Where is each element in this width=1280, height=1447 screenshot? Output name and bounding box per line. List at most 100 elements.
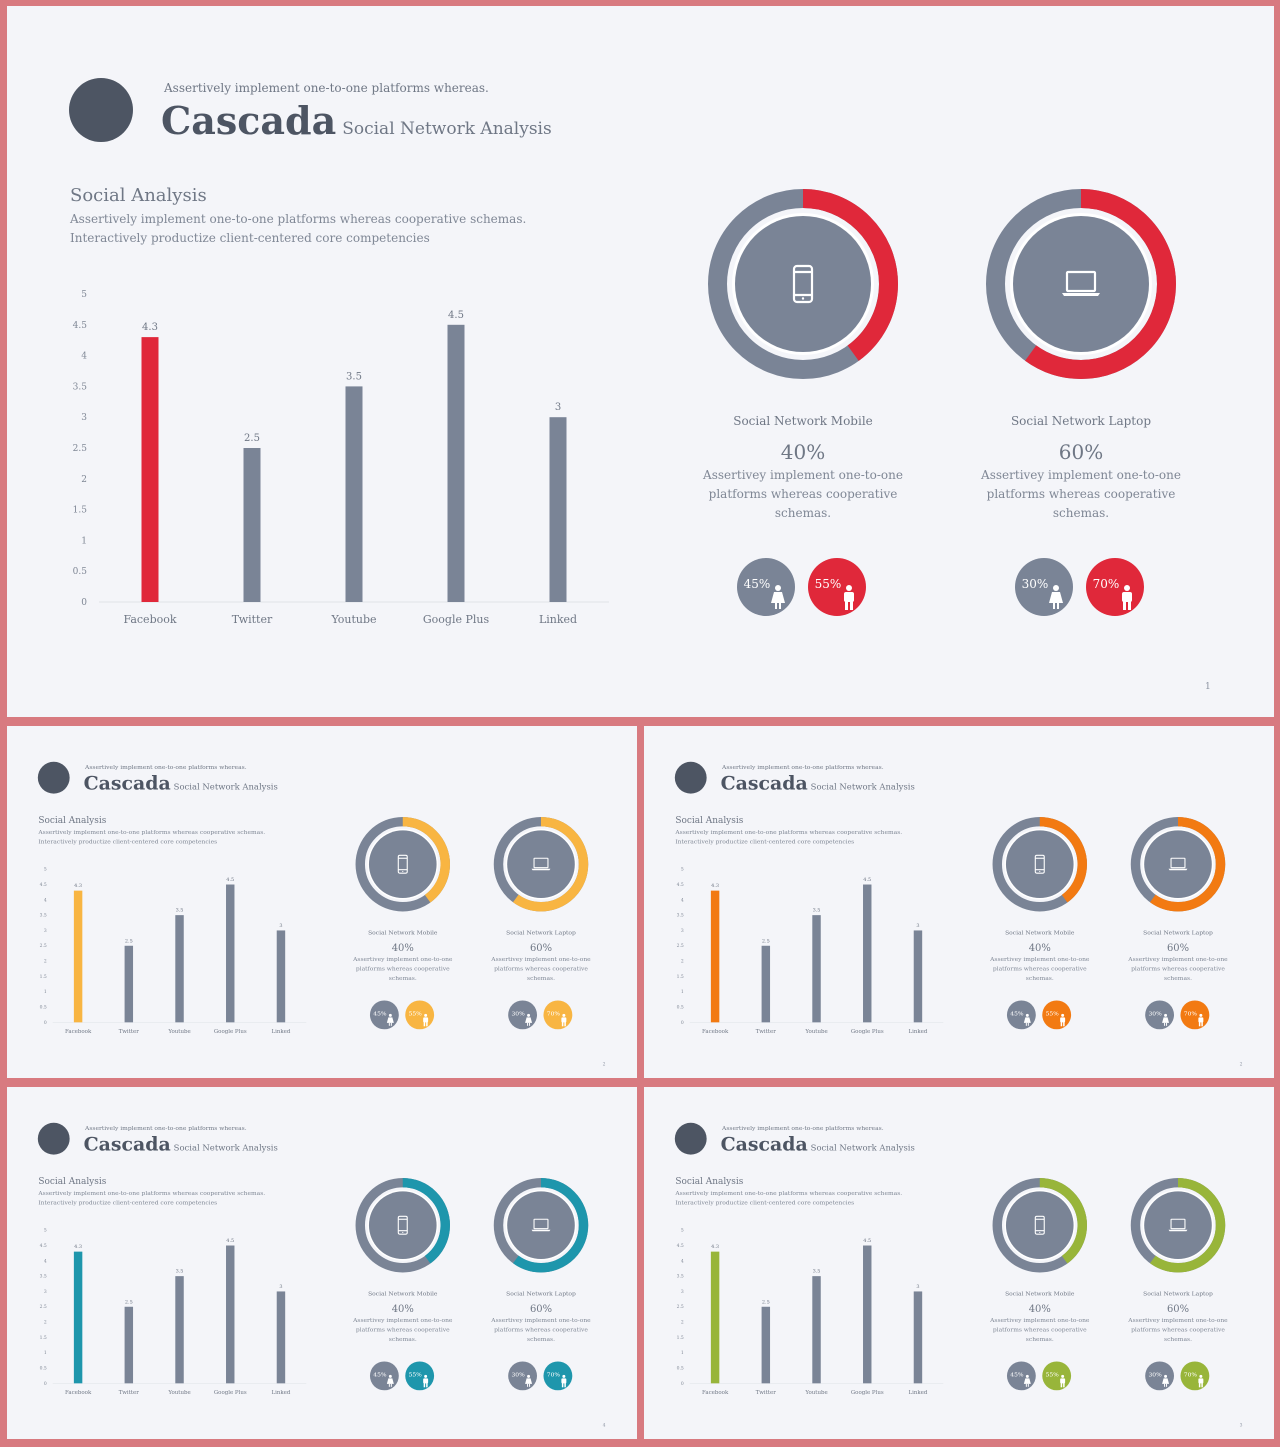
gender-circle-female: 45% xyxy=(369,1361,399,1391)
slide-red[interactable]: Assertively implement one-to-one platfor… xyxy=(7,6,1274,717)
donut-label-mobile: Social Network Mobile xyxy=(368,928,438,936)
bar-google-plus xyxy=(863,884,872,1023)
y-tick-label: 0.5 xyxy=(677,1366,684,1372)
male-icon xyxy=(423,1013,429,1027)
gender-circle-male: 55% xyxy=(1042,1361,1072,1391)
bar-value-label: 3 xyxy=(279,923,282,929)
slide-yellow[interactable]: Assertively implement one-to-one platfor… xyxy=(7,726,637,1078)
bar-youtube xyxy=(812,915,821,1023)
y-tick-label: 2 xyxy=(44,959,47,965)
female-icon xyxy=(525,1374,533,1387)
page-number: 3 xyxy=(1239,1423,1243,1429)
female-icon xyxy=(386,1013,394,1026)
gender-chart-laptop: 30% 70% xyxy=(508,1361,573,1391)
brand-subtitle: Social Network Analysis xyxy=(173,782,278,793)
donut-description-laptop: Assertivey implement one-to-one platform… xyxy=(491,955,591,982)
logo-circle xyxy=(37,761,70,794)
gender-percent: 70% xyxy=(1093,577,1120,591)
gender-chart-laptop: 30% 70% xyxy=(1145,1361,1210,1391)
x-tick-label: Facebook xyxy=(123,613,176,626)
gender-circle-male: 70% xyxy=(1086,558,1144,616)
donut-center xyxy=(368,1191,437,1260)
x-tick-label: Linked xyxy=(272,1029,291,1035)
donut-label-mobile: Social Network Mobile xyxy=(368,1289,438,1297)
y-tick-label: 1 xyxy=(44,989,47,995)
y-tick-label: 2.5 xyxy=(677,1304,684,1310)
bar-twitter xyxy=(761,1306,771,1384)
gender-circle-male: 55% xyxy=(405,1361,435,1391)
y-tick-label: 3 xyxy=(44,1289,47,1295)
logo-circle xyxy=(69,78,133,142)
bar-chart: 0 0.5 1 1.5 2 2.5 3 3.5 4 4.5 5 4.3 Facebook 2.5 Twitt… xyxy=(73,290,609,626)
y-tick-label: 0 xyxy=(44,1020,47,1026)
gender-percent: 30% xyxy=(512,1371,526,1378)
gender-circle-female: 30% xyxy=(1015,558,1073,616)
gender-chart-mobile: 45% 55% xyxy=(1006,1361,1072,1391)
donut-description-mobile: Assertivey implement one-to-one platform… xyxy=(703,468,903,520)
x-tick-label: Youtube xyxy=(804,1390,827,1396)
gender-percent: 55% xyxy=(1046,1371,1060,1378)
donut-description-mobile: Assertivey implement one-to-one platform… xyxy=(990,1316,1090,1343)
gender-percent: 55% xyxy=(409,1371,423,1378)
donut-chart-laptop xyxy=(1130,816,1226,912)
y-tick-label: 3.5 xyxy=(677,1274,684,1280)
slide-canvas: Assertively implement one-to-one platfor… xyxy=(644,1087,1274,1439)
x-tick-label: Linked xyxy=(909,1390,928,1396)
donut-label-laptop: Social Network Laptop xyxy=(1143,1289,1213,1297)
page-number: 2 xyxy=(1239,1062,1243,1068)
donut-label-laptop: Social Network Laptop xyxy=(506,928,576,936)
gender-percent: 70% xyxy=(547,1010,561,1017)
x-tick-label: Youtube xyxy=(330,613,376,626)
page-number: 4 xyxy=(602,1423,606,1429)
y-tick-label: 1 xyxy=(681,989,684,995)
tagline: Assertively implement one-to-one platfor… xyxy=(85,763,247,771)
x-tick-label: Youtube xyxy=(167,1390,190,1396)
gender-chart-mobile: 45% 55% xyxy=(1006,1000,1072,1030)
bar-value-label: 3.5 xyxy=(813,908,821,914)
y-tick-label: 3 xyxy=(81,413,87,423)
donut-chart-mobile xyxy=(992,1177,1088,1273)
male-icon xyxy=(1060,1013,1066,1027)
x-tick-label: Youtube xyxy=(804,1029,827,1035)
donut-chart-mobile xyxy=(355,1177,451,1273)
female-icon xyxy=(1162,1013,1170,1026)
slide-teal[interactable]: Assertively implement one-to-one platfor… xyxy=(7,1087,637,1439)
donut-accent-arc xyxy=(1130,816,1226,912)
section-description: Assertively implement one-to-one platfor… xyxy=(38,828,266,845)
y-tick-label: 1 xyxy=(44,1350,47,1356)
bar-google-plus xyxy=(447,324,465,602)
bar-google-plus xyxy=(226,884,235,1023)
y-tick-label: 0 xyxy=(681,1381,684,1387)
donut-accent-arc xyxy=(1130,1177,1226,1273)
y-tick-label: 1.5 xyxy=(40,1335,47,1341)
donut-accent-arc xyxy=(992,816,1088,912)
donut-accent-arc xyxy=(493,1177,589,1273)
y-tick-label: 2.5 xyxy=(677,943,684,949)
x-tick-label: Youtube xyxy=(167,1029,190,1035)
gender-percent: 55% xyxy=(409,1010,423,1017)
donut-label-laptop: Social Network Laptop xyxy=(1143,928,1213,936)
bar-value-label: 4.5 xyxy=(448,310,464,321)
donut-percent-laptop: 60% xyxy=(1058,440,1104,464)
y-tick-label: 2 xyxy=(681,1320,684,1326)
gender-chart-laptop: 30% 70% xyxy=(1145,1000,1210,1030)
male-icon xyxy=(561,1374,567,1388)
donut-percent-laptop: 60% xyxy=(1166,1302,1190,1315)
section-title: Social Analysis xyxy=(675,1175,744,1187)
female-icon xyxy=(525,1013,533,1026)
gender-percent: 70% xyxy=(1184,1010,1198,1017)
brand-subtitle: Social Network Analysis xyxy=(342,119,552,139)
donut-accent-arc xyxy=(355,816,451,912)
slide-green[interactable]: Assertively implement one-to-one platfor… xyxy=(644,1087,1274,1439)
gender-percent: 70% xyxy=(547,1371,561,1378)
tagline: Assertively implement one-to-one platfor… xyxy=(85,1124,247,1132)
brand-title: Cascada Social Network Analysis xyxy=(161,98,552,143)
laptop-icon xyxy=(1062,270,1100,296)
donut-percent-laptop: 60% xyxy=(1166,941,1190,954)
bar-chart: 0 0.5 1 1.5 2 2.5 3 3.5 4 4.5 5 4.3 Facebook 2.5 Twitt… xyxy=(40,1228,307,1396)
donut-description-mobile: Assertivey implement one-to-one platform… xyxy=(353,1316,453,1343)
y-tick-label: 4 xyxy=(681,897,684,903)
donut-chart-mobile xyxy=(355,816,451,912)
slide-orange[interactable]: Assertively implement one-to-one platfor… xyxy=(644,726,1274,1078)
y-tick-label: 5 xyxy=(44,1228,47,1234)
